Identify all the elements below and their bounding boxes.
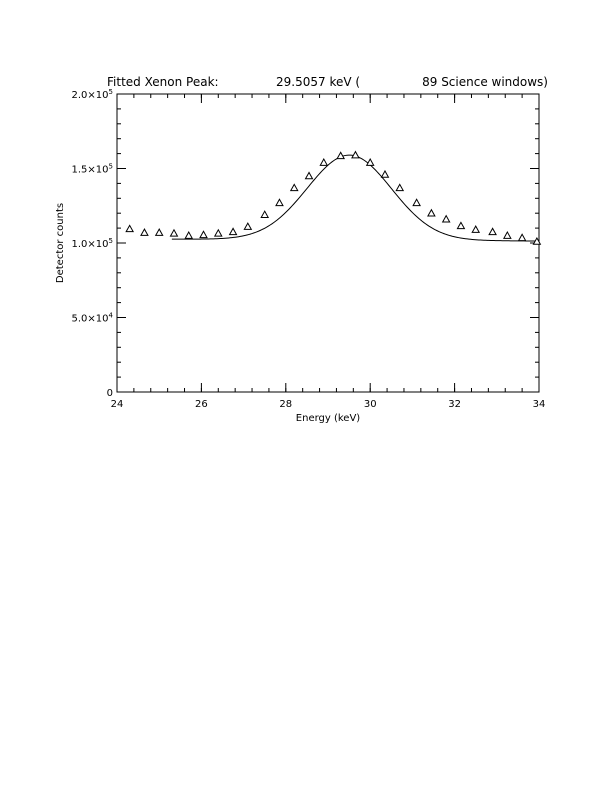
data-point-triangle — [456, 221, 466, 230]
y-tick-label: 0 — [107, 388, 113, 399]
data-point-triangle — [365, 158, 375, 166]
data-point-triangle — [125, 224, 135, 233]
data-point-triangle — [517, 233, 527, 242]
data-point-triangle — [351, 150, 360, 159]
x-axis-title: Energy (keV) — [296, 413, 361, 424]
data-point-triangle — [140, 228, 149, 236]
data-point-triangle — [243, 222, 253, 230]
data-points — [125, 150, 542, 245]
y-tick-label: 1.0×105 — [72, 237, 113, 250]
x-tick-label: 24 — [111, 399, 124, 410]
x-tick-label: 26 — [195, 399, 208, 410]
data-point-triangle — [336, 151, 346, 160]
data-point-triangle — [275, 198, 284, 207]
chart-title-suffix: 89 Science windows) — [422, 75, 548, 89]
axis-ticks — [116, 93, 540, 393]
data-point-triangle — [289, 183, 299, 192]
x-tick-label: 34 — [533, 399, 546, 410]
data-point-triangle — [488, 227, 497, 236]
data-point-triangle — [532, 236, 542, 245]
x-tick-label: 30 — [364, 399, 377, 410]
data-point-triangle — [213, 228, 223, 237]
data-point-triangle — [395, 183, 405, 192]
data-point-triangle — [154, 228, 164, 236]
data-point-triangle — [199, 230, 208, 239]
data-point-triangle — [304, 171, 314, 180]
y-axis-title: Detector counts — [55, 203, 66, 283]
data-point-triangle — [471, 225, 481, 233]
x-tick-label: 28 — [279, 399, 292, 410]
fit-curve — [171, 154, 540, 242]
x-tick-label: 32 — [448, 399, 461, 410]
data-point-triangle — [228, 227, 238, 236]
x-tick-labels: 24 26 28 30 32 34 — [111, 399, 546, 410]
y-tick-label: 2.0×105 — [72, 88, 113, 101]
chart-title-value: 29.5057 keV ( — [276, 75, 360, 89]
chart-title-prefix: Fitted Xenon Peak: — [107, 75, 219, 89]
data-point-triangle — [319, 158, 329, 166]
y-tick-label: 5.0×104 — [72, 312, 114, 325]
plot-frame — [116, 93, 540, 393]
data-point-triangle — [184, 231, 194, 239]
data-point-triangle — [441, 214, 451, 223]
data-point-triangle — [380, 169, 390, 178]
data-point-triangle — [427, 208, 436, 217]
y-tick-label: 1.5×105 — [72, 163, 113, 176]
data-point-triangle — [503, 231, 512, 239]
data-point-triangle — [260, 210, 270, 218]
data-point-triangle — [412, 198, 421, 207]
data-point-triangle — [169, 228, 179, 237]
y-tick-labels: 0 5.0×104 1.0×105 1.5×105 2.0×105 — [72, 88, 114, 399]
